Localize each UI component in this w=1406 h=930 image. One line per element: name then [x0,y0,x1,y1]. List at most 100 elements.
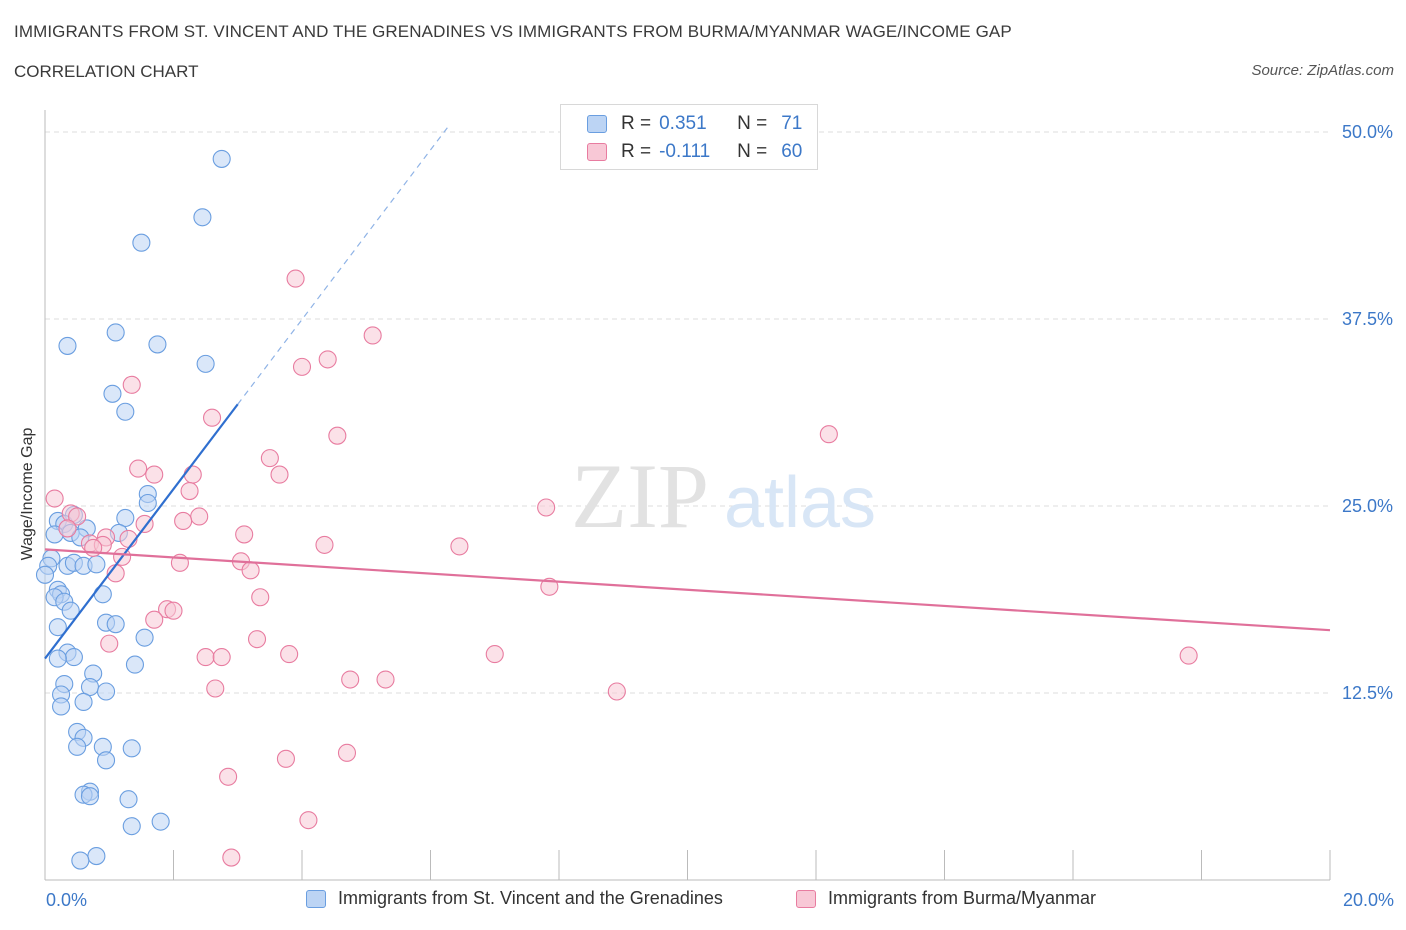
point-s1-43 [485,645,504,664]
point-s0-25 [87,555,106,574]
point-s1-18 [190,507,209,526]
point-s1-3 [292,357,312,376]
point-s1-40 [247,630,267,649]
point-s0-60 [87,847,106,866]
point-s0-36 [135,628,154,647]
watermark-zip: ZIP [571,445,709,547]
point-s0-59 [122,817,141,836]
chart-title: IMMIGRANTS FROM ST. VINCENT AND THE GREN… [14,22,1012,41]
point-s1-5 [203,408,222,427]
point-s0-0 [212,149,231,168]
point-s0-47 [52,697,71,716]
point-s1-4 [122,375,141,394]
point-s0-10 [138,493,157,513]
point-s1-38 [164,601,183,620]
point-s1-11 [270,465,289,484]
point-s0-35 [48,618,67,637]
point-s1-2 [318,350,337,369]
y-tick-label-2: 37.5% [1342,309,1393,329]
legend-label-st-vincent: Immigrants from St. Vincent and the Gren… [338,888,723,908]
point-s0-38 [64,648,83,667]
point-s0-31 [93,585,112,604]
point-s0-58 [151,812,170,831]
point-s1-42 [280,645,299,664]
point-s1-28 [315,535,334,554]
point-s0-44 [96,682,116,701]
legend-item-burma: Immigrants from Burma/Myanmar [796,888,1096,909]
point-s1-52 [276,749,295,768]
point-s1-1 [363,326,382,345]
chart-subtitle: CORRELATION CHART [14,62,199,81]
correlation-legend: R = 0.351 N = 71 R = -0.111 N = 60 [560,104,818,170]
point-s1-55 [222,848,241,867]
point-s0-40 [125,655,144,674]
point-s1-50 [607,682,626,701]
legend-label-burma: Immigrants from Burma/Myanmar [828,888,1097,908]
point-s1-14 [45,489,64,508]
point-s1-29 [450,537,469,556]
point-s0-46 [74,692,93,712]
point-s0-52 [122,739,141,758]
point-s0-1 [193,208,212,227]
legend-r-value: -0.111 [659,141,711,162]
legend-item-st-vincent: Immigrants from St. Vincent and the Gren… [306,888,723,909]
y-tick-label-1: 25.0% [1342,496,1393,516]
point-s1-22 [235,525,254,544]
point-s1-44 [1179,646,1198,665]
point-s0-3 [106,323,125,342]
point-s1-54 [299,811,318,830]
point-s1-9 [129,459,148,478]
legend-n-label: N = [737,113,768,134]
point-s1-46 [212,648,231,667]
point-s0-53 [96,751,116,770]
point-s1-49 [206,679,225,698]
point-s1-39 [145,610,164,629]
point-s1-8 [260,449,279,468]
point-s1-6 [819,425,838,444]
point-s0-5 [58,336,77,355]
point-s0-61 [71,851,90,870]
trend-line-st-vincent [44,403,239,660]
legend-r-label: R = [621,141,652,162]
legend-swatch-pink [796,889,816,908]
point-s0-4 [148,335,167,354]
point-s1-21 [58,519,77,538]
point-s1-12 [183,465,202,484]
point-s1-45 [196,648,215,667]
trend-lines [44,124,1331,660]
watermark-atlas: atlas [724,463,876,543]
x-tick-label-max: 20.0% [1342,890,1394,910]
series-0-points [35,149,231,870]
y-tick-labels: 12.5% 25.0% 37.5% 50.0% [1342,122,1393,703]
x-tick-label-min: 0.0% [46,890,88,910]
legend-swatch-pink [587,143,607,161]
legend-row-series-0: R = 0.351 N = 71 [587,113,802,135]
point-s1-51 [337,743,357,762]
legend-swatch-blue [587,115,607,133]
point-s1-35 [540,577,559,596]
series-1-points [45,269,1198,867]
point-s0-57 [119,790,138,809]
point-s0-39 [48,649,67,668]
y-tick-label-0: 12.5% [1342,683,1393,703]
legend-n-value: 60 [781,141,803,162]
watermark: ZIP atlas [571,445,876,547]
trend-line-st-vincent-extension [237,124,451,405]
point-s1-36 [251,588,270,607]
point-s0-2 [132,233,151,252]
point-s1-17 [68,507,87,526]
point-s1-15 [537,498,556,517]
point-s1-7 [328,426,347,445]
point-s0-8 [116,402,135,421]
point-s1-33 [241,561,260,580]
y-tick-label-3: 50.0% [1342,122,1393,142]
axes [44,110,1331,881]
point-s1-20 [135,514,154,534]
point-s0-56 [80,787,100,806]
point-s1-47 [341,670,360,689]
legend-n-value: 71 [781,113,803,134]
legend-n-label: N = [737,141,768,162]
point-s0-7 [103,384,122,403]
point-s0-50 [68,737,87,756]
